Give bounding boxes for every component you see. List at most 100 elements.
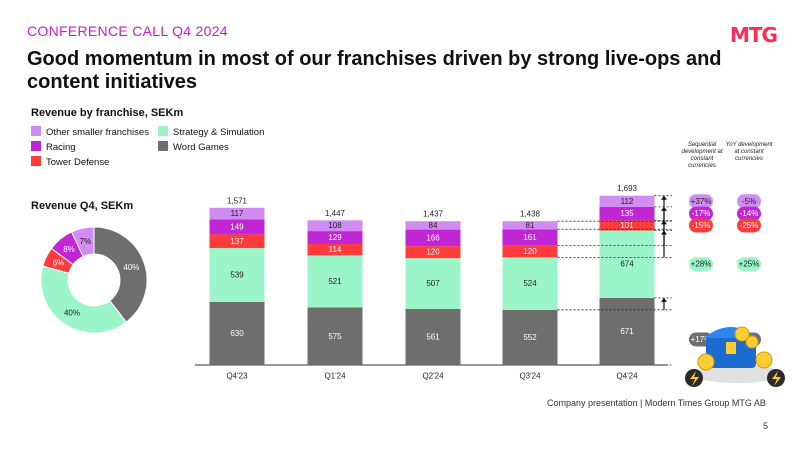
bar-value-label: 135 xyxy=(620,209,634,218)
x-tick-label: Q4'24 xyxy=(616,372,638,381)
change-arrow-head xyxy=(661,195,667,200)
yoy-growth-pill-label: +25% xyxy=(739,260,760,269)
bar-chart-title: Revenue by franchise, SEKm xyxy=(31,107,184,119)
bar-value-label: 561 xyxy=(426,332,440,341)
bar-segment xyxy=(405,246,461,259)
legend-item-strategy: Strategy & Simulation xyxy=(158,126,264,138)
bar-value-label: 117 xyxy=(231,209,244,218)
legend-swatch xyxy=(31,156,41,166)
conference-call-label: CONFERENCE CALL Q4 2024 xyxy=(27,23,228,39)
legend-label: Other smaller franchises xyxy=(46,127,149,138)
bar-value-label: 114 xyxy=(329,245,342,254)
donut-slice-label: 40% xyxy=(123,263,139,272)
bar-segment xyxy=(405,258,461,309)
legend-label: Racing xyxy=(46,142,76,153)
coin-icon xyxy=(745,335,759,349)
bar-value-label: 521 xyxy=(328,277,342,286)
donut-slice xyxy=(40,265,127,334)
bar-segment xyxy=(209,248,265,302)
bar-segment xyxy=(599,195,655,207)
legend-label: Tower Defense xyxy=(46,157,110,168)
bar-value-label: 120 xyxy=(523,247,537,256)
legend-swatch xyxy=(31,126,41,136)
legend-item-word: Word Games xyxy=(158,141,229,153)
yoy-growth-pill xyxy=(737,218,761,233)
donut-chart: 40% 40% 6% 8% 7% xyxy=(40,226,148,334)
yoy-growth-pill xyxy=(737,206,761,221)
bar-segment xyxy=(599,206,655,221)
bar-value-label: 671 xyxy=(620,327,634,336)
legend-label: Strategy & Simulation xyxy=(173,127,265,138)
bar-segment xyxy=(599,297,655,365)
bar-value-label: 630 xyxy=(230,329,244,338)
yoy-growth-pill-label: -25% xyxy=(740,221,759,230)
bar-segment xyxy=(209,219,265,235)
bar-segment xyxy=(502,257,558,310)
bar-value-label: 108 xyxy=(328,221,342,230)
donut-chart-title: Revenue Q4, SEKm xyxy=(31,200,134,212)
sequential-growth-pill xyxy=(689,194,713,209)
sequential-column-header: Sequential development at constant curre… xyxy=(681,142,723,169)
yoy-growth-pill-label: -5% xyxy=(742,197,756,206)
sequential-growth-pill-label: -15% xyxy=(692,221,711,230)
donut-slice-label: 40% xyxy=(64,308,80,317)
sequential-growth-pill-label: +28% xyxy=(691,260,712,269)
bar-value-label: 149 xyxy=(230,222,244,231)
bar-value-label: 524 xyxy=(523,279,537,288)
donut-slice-label: 6% xyxy=(53,258,65,267)
donut-slice xyxy=(70,226,95,258)
bar-value-label: 161 xyxy=(523,233,537,242)
chest-shadow xyxy=(694,365,782,383)
x-tick-label: Q2'24 xyxy=(422,372,444,381)
bar-value-label: 166 xyxy=(426,233,440,242)
bar-segment xyxy=(502,245,558,258)
legend-swatch xyxy=(158,126,168,136)
bar-value-label: 575 xyxy=(328,332,342,341)
donut-slice-label: 7% xyxy=(80,237,92,246)
legend-swatch xyxy=(31,141,41,151)
lightning-icon xyxy=(690,371,699,386)
bar-value-label: 112 xyxy=(621,197,634,206)
yoy-growth-pill xyxy=(737,194,761,209)
x-tick-label: Q1'24 xyxy=(324,372,346,381)
bar-value-label: 539 xyxy=(230,271,244,280)
page-number: 5 xyxy=(763,421,769,431)
chest-lock xyxy=(726,342,736,354)
bar-segment xyxy=(209,302,265,365)
coin-icon xyxy=(755,351,773,369)
sequential-growth-pill xyxy=(689,218,713,233)
coin-icon xyxy=(697,353,715,371)
change-arrow-head xyxy=(661,297,667,302)
bar-segment xyxy=(405,308,461,365)
bar-value-label: 120 xyxy=(426,248,440,257)
bar-value-label: 81 xyxy=(526,221,535,230)
bar-segment xyxy=(502,221,558,230)
coin-icon xyxy=(734,326,750,342)
bar-total-label: 1,437 xyxy=(423,210,444,219)
bar-segment xyxy=(307,244,363,256)
legend-item-other: Other smaller franchises xyxy=(31,126,149,138)
bar-segment xyxy=(307,307,363,365)
x-tick-label: Q4'23 xyxy=(226,372,248,381)
yoy-column-header: YoY development at constant currencies xyxy=(725,142,773,162)
sequential-growth-pill xyxy=(689,257,713,272)
sequential-growth-pill xyxy=(689,206,713,221)
legend-item-racing: Racing xyxy=(31,141,76,153)
legend-swatch xyxy=(158,141,168,151)
bar-value-label: 507 xyxy=(426,279,440,288)
bar-segment xyxy=(307,231,363,244)
donut-slice-label: 8% xyxy=(63,245,75,254)
bar-total-label: 1,571 xyxy=(227,196,248,205)
bar-segment xyxy=(502,309,558,365)
page-title: Good momentum in most of our franchises … xyxy=(27,48,722,93)
bar-value-label: 552 xyxy=(523,333,537,342)
yoy-growth-pill-label: -14% xyxy=(740,209,759,218)
bar-value-label: 137 xyxy=(230,237,244,246)
yoy-growth-pill xyxy=(737,257,761,272)
bar-total-label: 1,447 xyxy=(325,209,346,218)
bar-segment xyxy=(307,255,363,308)
x-tick-label: Q3'24 xyxy=(519,372,541,381)
treasure-chest-illustration xyxy=(685,326,785,387)
bar-segment xyxy=(209,207,265,220)
donut-slice xyxy=(93,226,148,323)
